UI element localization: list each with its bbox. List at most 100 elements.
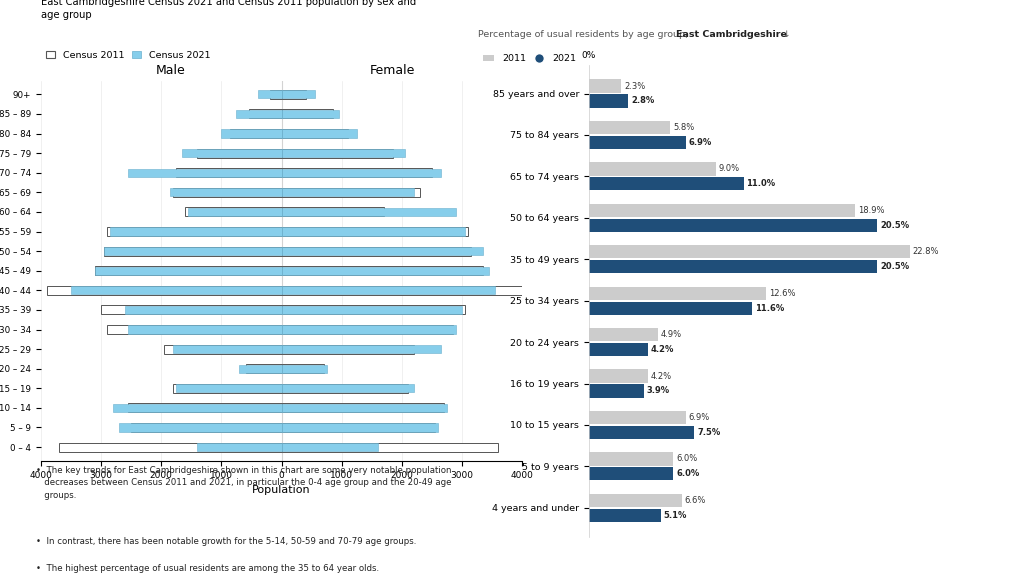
Bar bbox=[282, 109, 333, 119]
Bar bbox=[589, 79, 622, 93]
Bar bbox=[59, 442, 282, 452]
Bar bbox=[282, 188, 420, 197]
Bar bbox=[589, 204, 855, 217]
Bar bbox=[230, 129, 282, 138]
Bar bbox=[282, 129, 348, 138]
Bar bbox=[128, 403, 282, 412]
Bar bbox=[95, 267, 282, 275]
Bar bbox=[589, 467, 674, 480]
Bar bbox=[589, 177, 743, 191]
Bar bbox=[249, 109, 282, 119]
Bar bbox=[282, 227, 468, 236]
Text: 9.0%: 9.0% bbox=[719, 164, 739, 173]
Bar bbox=[282, 149, 393, 158]
Text: ↓: ↓ bbox=[782, 29, 790, 39]
Bar bbox=[111, 228, 282, 236]
Bar bbox=[176, 168, 282, 177]
X-axis label: Population: Population bbox=[252, 485, 311, 495]
Bar bbox=[95, 266, 282, 275]
Bar bbox=[282, 286, 496, 294]
Text: 20.5%: 20.5% bbox=[881, 221, 909, 230]
Bar bbox=[282, 325, 456, 334]
Text: East Cambridgeshire: East Cambridgeshire bbox=[676, 29, 786, 39]
Text: 3.9%: 3.9% bbox=[646, 386, 670, 396]
Bar bbox=[589, 94, 628, 108]
Bar bbox=[198, 443, 282, 451]
Legend: Census 2011, Census 2021: Census 2011, Census 2021 bbox=[46, 51, 210, 60]
Bar bbox=[282, 207, 384, 217]
Bar bbox=[589, 369, 648, 382]
Bar bbox=[589, 162, 716, 176]
Bar bbox=[173, 384, 282, 393]
Text: 5.8%: 5.8% bbox=[674, 123, 694, 132]
Bar bbox=[182, 149, 282, 157]
Text: 6.0%: 6.0% bbox=[676, 454, 697, 464]
Bar bbox=[589, 219, 878, 232]
Bar bbox=[282, 325, 453, 334]
Text: 18.9%: 18.9% bbox=[858, 206, 885, 215]
Bar bbox=[589, 426, 694, 439]
Bar bbox=[282, 344, 414, 354]
Bar bbox=[589, 260, 878, 274]
Text: Female: Female bbox=[370, 64, 415, 77]
Text: 2.8%: 2.8% bbox=[631, 96, 654, 105]
Bar bbox=[282, 149, 404, 157]
Bar bbox=[173, 188, 282, 197]
Bar bbox=[104, 247, 282, 256]
Text: 7.5%: 7.5% bbox=[697, 428, 721, 437]
Bar bbox=[246, 364, 282, 373]
Text: 4.2%: 4.2% bbox=[651, 372, 672, 381]
Bar bbox=[185, 207, 282, 217]
Bar bbox=[282, 90, 306, 99]
Bar bbox=[131, 423, 282, 432]
Bar bbox=[589, 328, 657, 341]
Legend: 2011, 2021: 2011, 2021 bbox=[483, 54, 577, 63]
Text: 6.9%: 6.9% bbox=[689, 413, 710, 422]
Text: Male: Male bbox=[156, 64, 185, 77]
Bar bbox=[282, 110, 339, 118]
Bar bbox=[221, 130, 282, 138]
Bar bbox=[176, 384, 282, 392]
Bar bbox=[589, 287, 766, 300]
Text: •  The highest percentage of usual residents are among the 35 to 64 year olds.: • The highest percentage of usual reside… bbox=[36, 564, 379, 573]
Bar bbox=[589, 121, 671, 134]
Bar bbox=[589, 301, 752, 314]
Bar bbox=[282, 130, 356, 138]
Text: 11.0%: 11.0% bbox=[746, 179, 775, 188]
Text: 4.9%: 4.9% bbox=[660, 330, 682, 339]
Text: •  The key trends for East Cambridgeshire shown in this chart are some very nota: • The key trends for East Cambridgeshire… bbox=[36, 465, 452, 499]
Bar bbox=[164, 344, 282, 354]
Bar bbox=[282, 403, 444, 412]
Bar bbox=[589, 509, 660, 522]
Bar bbox=[589, 136, 686, 149]
Bar bbox=[282, 266, 483, 275]
Bar bbox=[282, 306, 462, 314]
Bar bbox=[282, 423, 438, 431]
Text: 6.6%: 6.6% bbox=[684, 496, 706, 505]
Bar bbox=[269, 90, 282, 99]
Bar bbox=[128, 169, 282, 177]
Text: 4.2%: 4.2% bbox=[651, 345, 674, 354]
Bar bbox=[119, 423, 282, 431]
Text: 12.6%: 12.6% bbox=[769, 289, 796, 298]
Bar bbox=[125, 306, 282, 314]
Bar bbox=[282, 188, 414, 196]
Bar bbox=[282, 247, 471, 256]
Bar bbox=[101, 305, 282, 314]
Bar bbox=[258, 90, 282, 98]
Bar bbox=[282, 423, 435, 432]
Bar bbox=[71, 286, 282, 294]
Bar bbox=[282, 208, 456, 216]
Bar bbox=[237, 110, 282, 118]
Bar bbox=[108, 227, 282, 236]
Bar bbox=[282, 168, 432, 177]
Text: Population by sex and age group, East Cambridgeshire: Population by sex and age group, East Ca… bbox=[12, 16, 568, 33]
Text: •  In contrast, there has been notable growth for the 5-14, 50-59 and 70-79 age : • In contrast, there has been notable gr… bbox=[36, 537, 417, 546]
Text: 22.8%: 22.8% bbox=[912, 247, 939, 256]
Bar bbox=[589, 411, 686, 424]
Bar bbox=[282, 267, 489, 275]
Bar bbox=[589, 343, 648, 356]
Bar bbox=[198, 149, 282, 158]
Text: 20.5%: 20.5% bbox=[881, 262, 909, 271]
Bar bbox=[282, 286, 528, 295]
